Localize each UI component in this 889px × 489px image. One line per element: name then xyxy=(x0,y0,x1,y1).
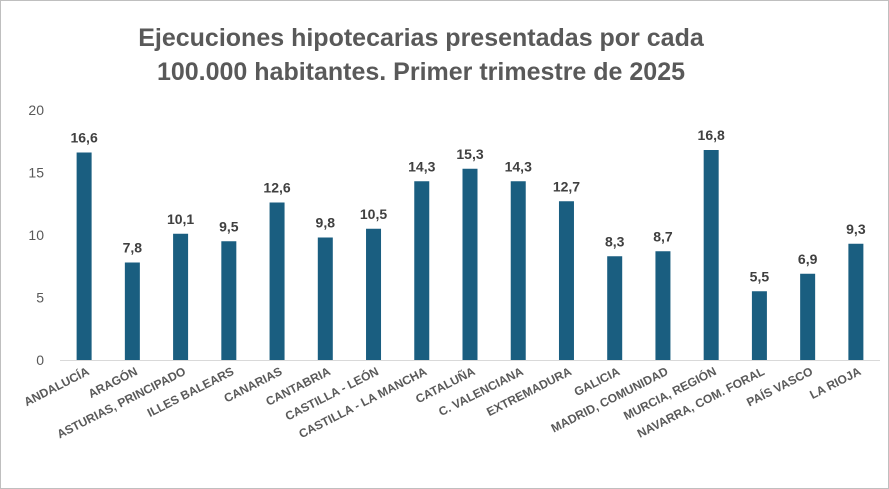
y-tick-label: 15 xyxy=(28,165,44,181)
bar xyxy=(76,152,92,360)
chart-title-line-1: Ejecuciones hipotecarias presentadas por… xyxy=(138,24,704,52)
bar xyxy=(366,228,382,360)
data-label: 14,3 xyxy=(408,158,435,174)
data-label: 10,5 xyxy=(360,206,387,222)
y-tick-label: 0 xyxy=(36,352,44,368)
data-label: 16,6 xyxy=(70,130,97,146)
chart-title: Ejecuciones hipotecarias presentadas por… xyxy=(1,21,841,89)
bar xyxy=(462,168,478,360)
data-label: 8,3 xyxy=(605,233,625,249)
bar xyxy=(607,256,623,360)
data-label: 5,5 xyxy=(750,268,770,284)
bar xyxy=(124,262,140,360)
bar xyxy=(558,201,574,360)
bar xyxy=(848,243,864,360)
bar xyxy=(751,291,767,360)
data-label: 8,7 xyxy=(653,228,673,244)
y-tick-label: 5 xyxy=(36,290,44,306)
y-axis: 0 5 10 15 20 xyxy=(28,102,44,368)
bar xyxy=(414,181,430,360)
data-label: 15,3 xyxy=(456,146,483,162)
data-label: 10,1 xyxy=(167,211,194,227)
data-labels: 16,6 7,8 10,1 9,5 12,6 9,8 10,5 14,3 15,3 14,3 12,… xyxy=(70,127,865,284)
data-label: 16,8 xyxy=(698,127,725,143)
chart-title-line-2: 100.000 habitantes. Primer trimestre de … xyxy=(156,58,686,86)
bar xyxy=(800,273,816,360)
bar xyxy=(655,251,671,360)
category-label: LA RIOJA xyxy=(807,364,863,402)
data-label: 9,8 xyxy=(316,215,336,231)
data-label: 9,5 xyxy=(219,218,239,234)
data-label: 9,3 xyxy=(846,221,866,237)
data-label: 14,3 xyxy=(505,158,532,174)
bar xyxy=(173,233,189,360)
data-label: 12,6 xyxy=(263,180,290,196)
bar xyxy=(317,237,333,360)
bar xyxy=(221,241,237,360)
bar xyxy=(703,150,719,360)
category-label: EXTREMADURA xyxy=(484,364,574,419)
bar xyxy=(269,202,285,360)
bars xyxy=(76,150,864,360)
y-tick-label: 10 xyxy=(28,227,44,243)
category-label: ANDALUCÍA xyxy=(21,363,92,409)
data-label: 6,9 xyxy=(798,251,818,267)
bar xyxy=(510,181,526,360)
data-label: 7,8 xyxy=(123,240,143,256)
y-tick-label: 20 xyxy=(28,102,44,118)
data-label: 12,7 xyxy=(553,178,580,194)
